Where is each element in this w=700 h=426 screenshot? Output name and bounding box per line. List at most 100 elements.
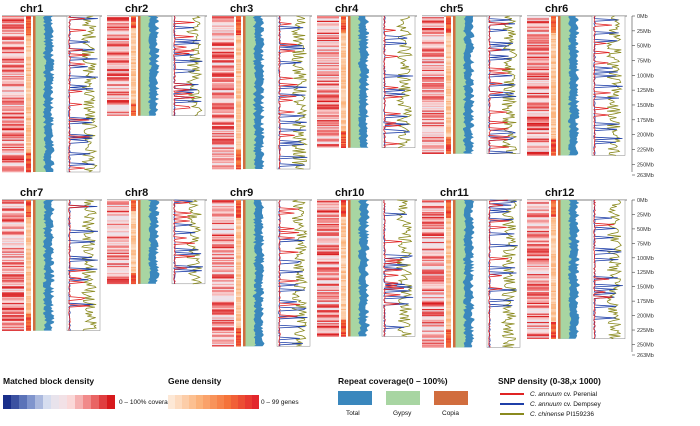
gene-density-track: [446, 200, 451, 348]
gene-density-track: [131, 16, 136, 116]
repeat-copia-area: [348, 16, 351, 148]
chromosome-label: chr6: [545, 3, 568, 15]
legend: Matched block density 0 – 100% coverage …: [3, 376, 601, 418]
repeat-coverage-track: [558, 16, 580, 156]
mb-tick-label: 100Mb: [637, 256, 654, 262]
snp-density-track: [171, 15, 206, 117]
gene-density-track: [26, 16, 31, 173]
legend-snp-title: SNP density (0-38,x 1000): [498, 376, 601, 386]
matched-block-track: [422, 16, 444, 154]
repeat-coverage-track: [138, 200, 160, 284]
repeat-gypsy-area: [558, 16, 572, 156]
chromosome-label: chr5: [440, 3, 463, 15]
gene-density-track: [341, 200, 346, 337]
legend-snp-chinense-label: C. chinense PI159236: [530, 411, 594, 418]
mb-tick-label: 225Mb: [637, 328, 654, 334]
repeat-coverage-track: [33, 200, 55, 331]
repeat-gypsy-area: [33, 200, 47, 331]
legend-matched-gradient: [3, 395, 115, 409]
mb-tick-label: 100Mb: [637, 73, 654, 79]
matched-block-track: [422, 200, 444, 348]
matched-block-track: [527, 200, 549, 340]
mb-tick-label: 200Mb: [637, 133, 654, 139]
matched-block-track: [212, 16, 234, 170]
legend-repeat-total-swatch: [338, 391, 372, 405]
chromosome-chr12: chr12: [527, 187, 627, 340]
mb-scale-row-1: 0Mb 25Mb 50Mb 75Mb 100Mb 125Mb 150Mb 175Mb 200Mb…: [631, 14, 654, 179]
repeat-coverage-track: [33, 16, 55, 172]
chromosome-label: chr4: [335, 3, 359, 15]
chromosome-label: chr3: [230, 3, 253, 15]
mb-tick-label: 263Mb: [637, 353, 654, 359]
mb-tick-label: 25Mb: [637, 212, 651, 218]
gene-density-track: [236, 200, 241, 347]
repeat-gypsy-area: [453, 200, 467, 348]
mb-tick-label: 200Mb: [637, 314, 654, 320]
legend-repeat-gypsy-label: Gypsy: [393, 410, 412, 417]
repeat-copia-area: [453, 200, 456, 348]
mb-tick-label: 263Mb: [637, 173, 654, 179]
chromosome-label: chr2: [125, 3, 148, 15]
repeat-gypsy-area: [453, 16, 467, 154]
mb-tick-label: 225Mb: [637, 147, 654, 153]
matched-block-track: [107, 200, 129, 285]
repeat-gypsy-area: [138, 200, 152, 284]
legend-matched-title: Matched block density: [3, 376, 94, 386]
matched-block-track: [107, 16, 129, 116]
gene-density-track: [551, 200, 556, 340]
legend-repeat-copia-swatch: [434, 391, 468, 405]
repeat-gypsy-area: [348, 200, 362, 337]
snp-density-track: [171, 199, 206, 285]
chromosome-label: chr1: [20, 3, 43, 15]
legend-repeat-total-label: Total: [346, 410, 360, 417]
repeat-gypsy-area: [138, 16, 152, 116]
chromosome-chr9: chr9: [212, 187, 312, 347]
chromosome-panels: chr1 chr2 chr3 chr4 chr5 chr6 chr7 chr8 chr9 chr1…: [2, 3, 627, 348]
mb-tick-label: 0Mb: [637, 198, 648, 204]
repeat-copia-area: [33, 16, 36, 172]
snp-density-track: [381, 15, 416, 149]
legend-gene-gradient: [168, 395, 259, 409]
chromosome-chr2: chr2: [107, 3, 207, 117]
mb-tick-label: 150Mb: [637, 103, 654, 109]
mb-tick-label: 175Mb: [637, 118, 654, 124]
snp-density-track: [66, 199, 101, 331]
mb-tick-label: 75Mb: [637, 58, 651, 64]
chromosome-chr8: chr8: [107, 187, 207, 285]
mb-tick-label: 250Mb: [637, 342, 654, 348]
chromosome-chr4: chr4: [317, 3, 417, 149]
repeat-copia-area: [243, 200, 246, 347]
matched-block-track: [212, 200, 234, 347]
chromosome-chr5: chr5: [422, 3, 522, 154]
repeat-copia-area: [558, 200, 561, 339]
mb-tick-label: 125Mb: [637, 88, 654, 94]
legend-gene-title: Gene density: [168, 376, 222, 386]
legend-snp-dempsey-label: C. annuum cv. Dempsey: [530, 401, 601, 408]
mb-tick-label: 150Mb: [637, 285, 654, 291]
legend-repeat-title: Repeat coverage(0 – 100%): [338, 376, 448, 386]
repeat-copia-area: [453, 16, 456, 154]
gene-density-track: [446, 16, 451, 154]
chromosome-chr3: chr3: [212, 3, 312, 170]
legend-snp-perenial-label: C. annuum cv. Perenial: [530, 391, 598, 398]
matched-block-track: [527, 16, 549, 156]
snp-density-track: [591, 199, 626, 340]
mb-tick-label: 0Mb: [637, 14, 648, 20]
chromosome-chr10: chr10: [317, 187, 417, 337]
snp-density-track: [66, 15, 101, 173]
repeat-copia-area: [558, 16, 561, 156]
chromosome-chr1: chr1: [2, 3, 102, 173]
matched-block-track: [317, 200, 339, 337]
repeat-coverage-track: [348, 16, 370, 148]
chromosome-chr11: chr11: [422, 187, 522, 348]
repeat-coverage-track: [453, 200, 475, 348]
snp-density-track: [276, 15, 311, 170]
gene-density-track: [131, 200, 136, 285]
repeat-gypsy-area: [348, 16, 362, 148]
chromosome-label: chr8: [125, 187, 148, 199]
repeat-copia-area: [348, 200, 351, 337]
repeat-copia-area: [138, 16, 141, 116]
megabase-scales: 0Mb 25Mb 50Mb 75Mb 100Mb 125Mb 150Mb 175Mb 200Mb…: [631, 14, 654, 359]
repeat-copia-area: [138, 200, 141, 284]
snp-density-track: [381, 199, 416, 337]
